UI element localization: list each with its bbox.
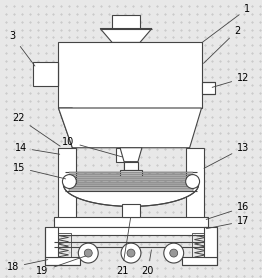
Text: 14: 14	[15, 143, 60, 154]
Bar	[112, 15, 140, 29]
Circle shape	[84, 249, 92, 257]
Polygon shape	[63, 185, 199, 206]
Circle shape	[78, 243, 98, 263]
Text: 12: 12	[212, 73, 249, 87]
Bar	[58, 148, 76, 235]
Bar	[33, 62, 58, 86]
Bar	[69, 190, 193, 191]
Bar	[69, 178, 193, 179]
Text: 3: 3	[10, 31, 35, 66]
Bar	[204, 227, 217, 257]
Polygon shape	[116, 148, 138, 175]
Text: 18: 18	[7, 260, 48, 272]
Text: 19: 19	[36, 256, 86, 276]
Bar	[69, 182, 193, 183]
Bar	[69, 173, 193, 175]
Text: 2: 2	[204, 26, 241, 63]
Bar	[58, 43, 201, 108]
Text: 1: 1	[202, 4, 250, 43]
Bar	[186, 148, 204, 235]
Bar	[120, 170, 142, 176]
Bar	[64, 47, 196, 103]
Bar	[69, 183, 193, 185]
Polygon shape	[100, 29, 152, 43]
Text: 22: 22	[13, 113, 60, 146]
Circle shape	[62, 175, 76, 188]
Polygon shape	[58, 108, 201, 148]
Circle shape	[121, 243, 141, 263]
Polygon shape	[120, 148, 142, 162]
Polygon shape	[58, 108, 72, 148]
Text: 15: 15	[13, 163, 66, 179]
Text: 20: 20	[142, 250, 154, 276]
Bar	[122, 204, 140, 217]
Bar	[69, 187, 193, 189]
Bar	[201, 82, 215, 94]
Text: 16: 16	[206, 202, 249, 219]
Text: 21: 21	[116, 218, 130, 276]
Bar	[69, 172, 193, 173]
Text: 10: 10	[62, 137, 122, 157]
Bar	[124, 162, 138, 170]
Bar	[45, 257, 80, 265]
Bar	[45, 227, 58, 257]
Bar	[182, 257, 217, 265]
Circle shape	[164, 243, 184, 263]
Bar	[54, 233, 71, 259]
Circle shape	[186, 175, 200, 188]
Bar	[69, 180, 193, 181]
Circle shape	[127, 249, 135, 257]
Text: 17: 17	[206, 216, 249, 229]
Bar	[54, 217, 208, 227]
Bar	[54, 227, 208, 235]
Bar	[69, 176, 193, 177]
Bar	[69, 185, 193, 187]
Bar	[192, 233, 209, 259]
Circle shape	[170, 249, 178, 257]
Text: 13: 13	[204, 143, 249, 168]
